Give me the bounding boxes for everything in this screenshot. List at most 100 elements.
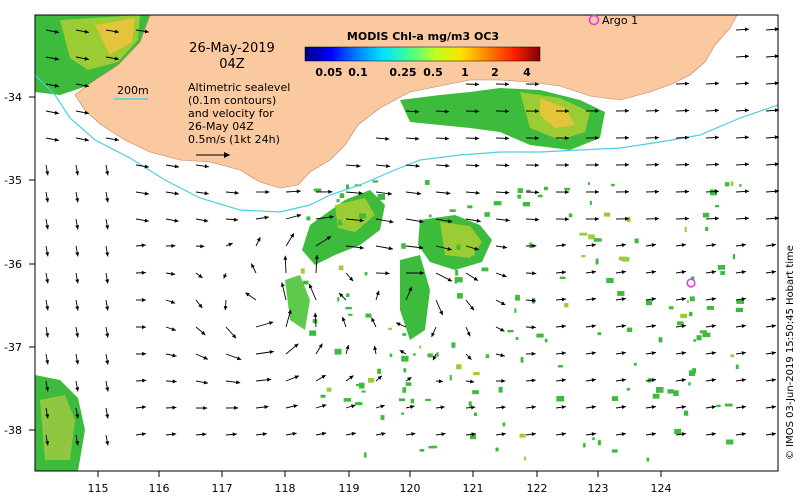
chlorophyll-speck — [524, 456, 527, 461]
chlorophyll-speck — [370, 217, 378, 223]
velocity-arrow-head — [54, 56, 59, 61]
velocity-arrow-head — [561, 432, 566, 437]
velocity-arrow-head — [75, 225, 80, 230]
velocity-arrow-head — [774, 27, 779, 32]
velocity-arrow-head — [290, 233, 294, 238]
velocity-arrow-head — [385, 136, 390, 141]
velocity-arrow-head — [744, 216, 749, 221]
velocity-arrow-head — [84, 56, 89, 61]
chlorophyll-speck — [419, 449, 425, 452]
velocity-arrow-head — [256, 237, 261, 242]
colorbar-tick-label: 0.05 — [315, 66, 342, 79]
velocity-arrow-head — [621, 351, 626, 356]
velocity-arrow-head — [351, 404, 356, 409]
chlorophyll-speck — [405, 382, 412, 386]
velocity-arrow-head — [201, 330, 206, 335]
velocity-arrow-head — [287, 309, 292, 314]
velocity-arrow-head — [170, 300, 176, 304]
velocity-arrow-head — [293, 404, 298, 409]
map-border — [34, 14, 779, 472]
velocity-arrow-head — [681, 243, 686, 248]
argo-float-marker[interactable] — [686, 278, 696, 288]
velocity-arrow-head — [741, 432, 746, 437]
velocity-arrow-head — [75, 171, 80, 176]
info-line: (0.1m contours) — [188, 94, 276, 107]
velocity-arrow-head — [681, 405, 686, 410]
velocity-arrow-head — [326, 236, 332, 241]
chlorophyll-speck — [606, 278, 614, 283]
velocity-arrow-head — [411, 432, 416, 436]
velocity-arrow-head — [445, 163, 450, 168]
colorbar-title: MODIS Chl-a mg/m3 OC3 — [347, 30, 499, 43]
velocity-arrow-head — [621, 405, 626, 410]
velocity-arrow-head — [591, 324, 596, 329]
velocity-arrow-head — [45, 306, 50, 311]
chlorophyll-speck — [389, 353, 393, 357]
velocity-arrow-head — [684, 189, 689, 194]
velocity-arrow-head — [171, 432, 177, 437]
velocity-arrow-head — [591, 378, 596, 383]
chlorophyll-speck — [364, 272, 368, 276]
chlorophyll-speck — [410, 398, 415, 404]
velocity-arrow-head — [501, 432, 506, 437]
velocity-arrow-head — [204, 164, 209, 169]
chlorophyll-speck — [536, 333, 544, 338]
chlorophyll-speck — [544, 338, 548, 343]
velocity-arrow-head — [204, 191, 209, 196]
velocity-arrow-head — [471, 405, 476, 410]
velocity-arrow-head — [473, 276, 478, 281]
chlorophyll-speck — [493, 201, 502, 206]
chlorophyll-speck — [706, 306, 714, 310]
argo-float-marker[interactable] — [588, 14, 600, 26]
chlorophyll-speck — [611, 449, 618, 453]
velocity-arrow-head — [470, 306, 474, 311]
velocity-arrow-head — [771, 432, 776, 437]
velocity-arrow-head — [420, 271, 424, 275]
velocity-arrow-head — [744, 81, 749, 86]
velocity-arrow-head — [651, 378, 656, 383]
velocity-arrow-head — [474, 82, 479, 87]
chlorophyll-speck — [717, 265, 725, 270]
chlorophyll-speck — [730, 181, 734, 186]
velocity-arrow-head — [45, 252, 50, 257]
velocity-arrow-head — [771, 324, 776, 329]
velocity-arrow-head — [681, 297, 686, 302]
velocity-arrow-head — [535, 82, 539, 87]
chlorophyll-speck — [702, 212, 710, 218]
velocity-arrow-head — [45, 198, 50, 203]
chlorophyll-speck — [579, 232, 588, 236]
velocity-arrow-head — [774, 189, 779, 194]
lat-tick-label: -34 — [4, 91, 22, 104]
colorbar-tick-label: 4 — [523, 66, 531, 79]
chlorophyll-speck — [498, 386, 503, 393]
velocity-arrow-head — [591, 432, 596, 437]
velocity-arrow-head — [535, 109, 539, 114]
chlorophyll-speck — [428, 446, 435, 449]
chlorophyll-speck — [401, 355, 409, 362]
velocity-arrow-head — [684, 108, 689, 113]
velocity-arrow-head — [714, 108, 719, 113]
chlorophyll-speck — [388, 327, 392, 330]
velocity-arrow-head — [532, 271, 537, 276]
velocity-arrow-head — [531, 298, 536, 303]
chlorophyll-speck — [597, 332, 601, 336]
colorbar-ticks: 0.05 0.1 0.25 0.5 1 2 4 — [315, 66, 531, 79]
velocity-arrow-head — [313, 312, 318, 317]
colorbar-tick-label: 0.5 — [423, 66, 443, 79]
velocity-arrow-head — [595, 189, 599, 194]
velocity-arrow-head — [467, 355, 472, 360]
chlorophyll-speck — [368, 378, 375, 383]
velocity-arrow-head — [711, 378, 716, 383]
velocity-arrow-head — [54, 29, 59, 34]
velocity-arrow-head — [714, 135, 719, 140]
velocity-arrow-head — [684, 162, 689, 167]
velocity-arrow-head — [105, 360, 110, 365]
velocity-arrow-head — [440, 405, 445, 410]
velocity-arrow-head — [500, 301, 506, 305]
velocity-arrow-head — [651, 297, 656, 302]
velocity-arrow-head — [744, 162, 749, 167]
chlorophyll-speck — [422, 276, 427, 282]
velocity-arrow-head — [294, 343, 299, 348]
velocity-arrow-head — [223, 306, 228, 311]
chlorophyll-speck — [345, 307, 352, 310]
